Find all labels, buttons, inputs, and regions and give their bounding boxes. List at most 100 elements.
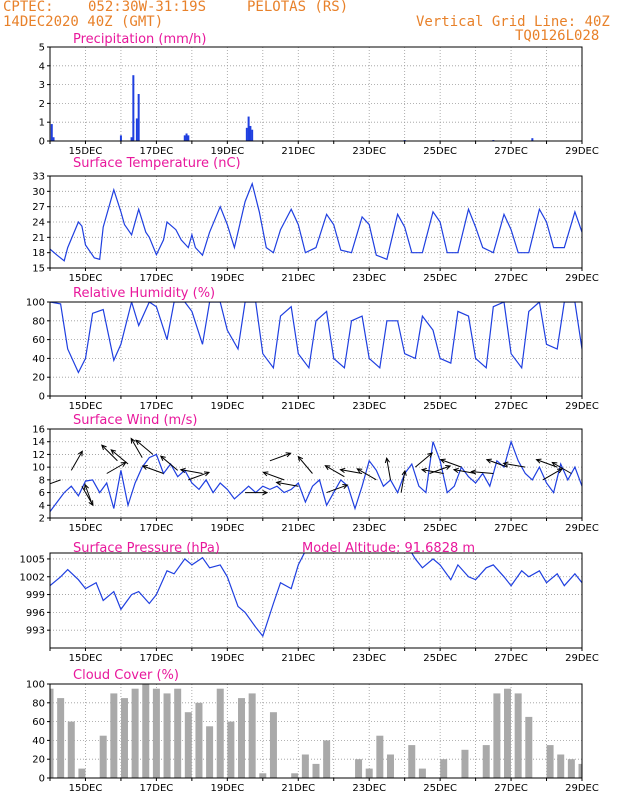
wind-arrow-head [110, 449, 117, 455]
wind-arrow-head [77, 450, 83, 457]
wind-arrow [486, 459, 508, 468]
y-tick-label: 33 [32, 172, 45, 183]
panel-frame [49, 552, 583, 649]
panel-2 [47, 175, 583, 271]
cloud-bar [110, 693, 118, 778]
wind-arrow-head [135, 439, 141, 446]
x-tick-label: 29DEC [565, 273, 599, 284]
x-tick-label: 15DEC [69, 401, 103, 412]
y-tick-label: 993 [26, 626, 45, 637]
y-tick-label: 8 [39, 475, 45, 486]
precip-bar [251, 129, 254, 141]
wind-arrow-head [141, 464, 148, 470]
header-location: PELOTAS (RS) [247, 0, 349, 15]
wind-arrow-head [557, 468, 564, 474]
wind-arrow [269, 452, 291, 462]
cloud-bar [195, 702, 203, 778]
cloud-bar [120, 698, 128, 778]
x-tick-label: 29DEC [565, 523, 599, 534]
panel-title: Precipitation (mm/h) [73, 32, 206, 47]
cloud-bar [269, 712, 277, 778]
x-tick-label: 15DEC [69, 783, 103, 794]
wind-arrow-head [452, 467, 459, 474]
cloud-bar [493, 693, 501, 778]
wind-arrow-head [356, 468, 363, 474]
precip-bar [132, 75, 135, 141]
series-line [50, 553, 582, 638]
wind-arrow [142, 465, 164, 474]
header-grid-line: Vertical Grid Line: 40Z [416, 14, 610, 30]
series-line [50, 439, 582, 512]
x-tick-label: 29DEC [565, 146, 599, 157]
header-coords: 052:30W-31:19S [88, 0, 207, 15]
x-tick-label: 17DEC [140, 653, 174, 664]
cloud-bar [227, 721, 235, 778]
y-tick-label: 18 [32, 248, 45, 259]
wind-arrow [326, 484, 348, 494]
panel-title: Relative Humidity (%) [73, 286, 215, 301]
cloud-bar [67, 721, 75, 778]
y-tick-label: 2 [39, 514, 45, 525]
wind-arrow-head [324, 465, 331, 471]
cloud-bar [174, 688, 182, 778]
precip-bar [52, 137, 55, 141]
cloud-bar [99, 735, 107, 778]
wind-arrow-head [159, 455, 166, 461]
y-tick-label: 27 [32, 202, 45, 213]
precip-bar [531, 138, 534, 141]
x-tick-label: 17DEC [140, 783, 174, 794]
y-tick-label: 999 [26, 590, 45, 601]
x-tick-label: 21DEC [281, 783, 315, 794]
cloud-bar [578, 763, 582, 778]
precip-bar [183, 135, 186, 141]
panel-title: Surface Pressure (hPa) [73, 541, 220, 556]
cloud-bar [514, 693, 522, 778]
y-tick-label: 10 [32, 463, 45, 474]
x-tick-label: 27DEC [494, 653, 528, 664]
x-tick-label: 19DEC [210, 146, 244, 157]
wind-arrow-head [401, 469, 407, 476]
cloud-bar [355, 759, 363, 778]
y-tick-label: 24 [32, 218, 45, 229]
y-tick-label: 996 [26, 608, 45, 619]
wind-arrow [356, 468, 377, 481]
x-tick-label: 17DEC [140, 273, 174, 284]
wind-arrow [503, 462, 526, 468]
x-tick-label: 19DEC [210, 401, 244, 412]
y-tick-label: 5 [39, 43, 45, 54]
wind-arrow-head [179, 467, 186, 474]
header-run: 14DEC2020 40Z (GMT) [3, 14, 164, 30]
precip-bar [187, 135, 190, 141]
panel-title: Cloud Cover (%) [73, 668, 179, 683]
cloud-bar [482, 745, 490, 778]
panel-5 [47, 552, 583, 651]
panel-data [50, 553, 582, 638]
cloud-bar [312, 763, 320, 778]
y-tick-label: 3 [39, 80, 45, 91]
precip-bar [135, 118, 138, 141]
panel-title: Surface Wind (m/s) [73, 413, 197, 428]
x-tick-label: 27DEC [494, 523, 528, 534]
x-tick-label: 21DEC [281, 523, 315, 534]
cloud-bar [567, 759, 575, 778]
wind-arrow [340, 469, 363, 474]
wind-arrow [70, 451, 83, 471]
panel-3 [47, 301, 583, 399]
wind-arrow-head [420, 467, 427, 474]
y-tick-label: 100 [26, 680, 45, 691]
x-tick-label: 29DEC [565, 653, 599, 664]
panel-6 [47, 683, 583, 781]
precip-bar [249, 125, 252, 141]
panel-1 [47, 46, 583, 144]
header-model-code: TQ0126L028 [515, 28, 600, 44]
wind-arrow-head [342, 484, 349, 489]
x-tick-label: 23DEC [352, 146, 386, 157]
x-tick-label: 17DEC [140, 146, 174, 157]
panel-data [50, 75, 534, 141]
y-tick-label: 14 [32, 437, 45, 448]
precip-bar [185, 133, 188, 141]
y-tick-label: 4 [39, 61, 45, 72]
wind-arrow-head [445, 464, 452, 470]
wind-arrow [106, 462, 127, 474]
cloud-bar [152, 688, 160, 778]
